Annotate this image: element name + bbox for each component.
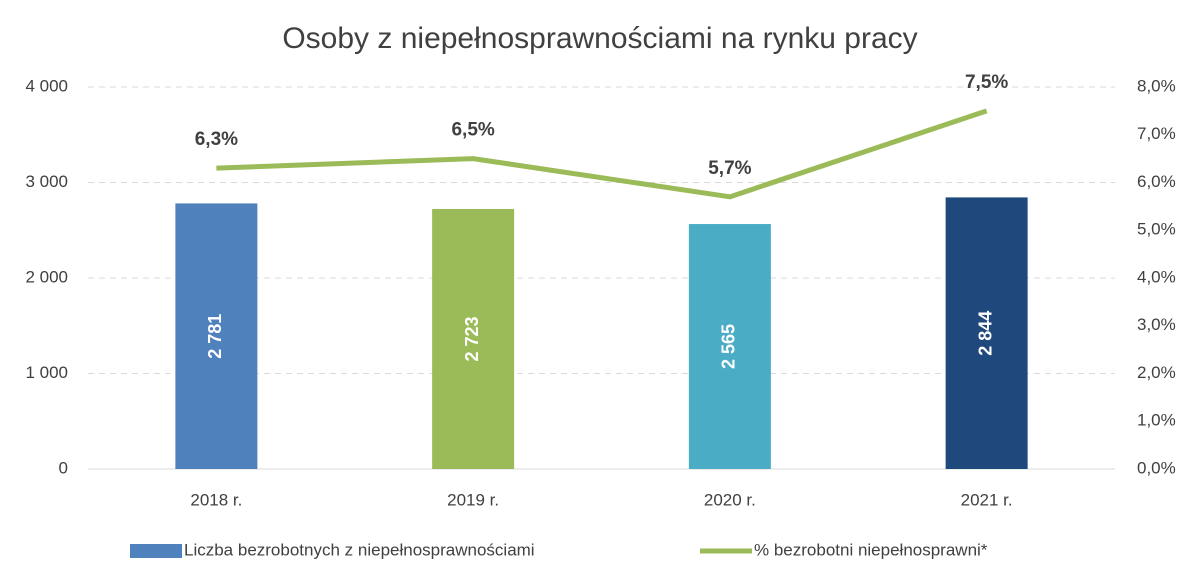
y2-tick-label: 7,0% [1137, 124, 1176, 143]
y-tick-label: 2 000 [25, 267, 68, 286]
y-tick-label: 3 000 [25, 172, 68, 191]
bar [945, 197, 1028, 469]
line [216, 108, 988, 200]
chart-title: Osoby z niepełnosprawnościami na rynku p… [282, 22, 917, 55]
y2-tick-label: 1,0% [1137, 411, 1176, 430]
y2-tick-label: 2,0% [1137, 363, 1176, 382]
y-tick-label: 0 [59, 458, 68, 477]
line-value-label: 6,5% [451, 120, 494, 141]
x-tick-label: 2019 r. [447, 490, 499, 509]
bar-value-label: 2 565 [719, 324, 739, 369]
legend-label: % bezrobotni niepełnosprawni* [754, 540, 988, 559]
x-tick-label: 2018 r. [190, 490, 242, 509]
legend-label: Liczba bezrobotnych z niepełnosprawności… [184, 540, 535, 559]
bar [175, 203, 258, 470]
line-value-label: 7,5% [965, 72, 1008, 93]
bar-value-label: 2 723 [462, 316, 482, 361]
y-tick-label: 1 000 [25, 363, 68, 382]
y2-tick-label: 8,0% [1137, 76, 1176, 95]
line-value-label: 5,7% [708, 158, 751, 179]
y2-tick-label: 6,0% [1137, 172, 1176, 191]
line-value-label: 6,3% [195, 129, 238, 150]
x-tick-label: 2020 r. [704, 490, 756, 509]
bar [432, 208, 515, 470]
y2-tick-label: 5,0% [1137, 220, 1176, 239]
y2-tick-label: 4,0% [1137, 267, 1176, 286]
bar-value-label: 2 844 [975, 311, 995, 356]
bar-value-label: 2 781 [205, 314, 225, 359]
bar [688, 224, 771, 469]
y2-tick-label: 0,0% [1137, 458, 1176, 477]
y2-tick-label: 3,0% [1137, 315, 1176, 334]
x-tick-label: 2021 r. [961, 490, 1013, 509]
legend-swatch [130, 544, 182, 558]
y-tick-label: 4 000 [25, 76, 68, 95]
